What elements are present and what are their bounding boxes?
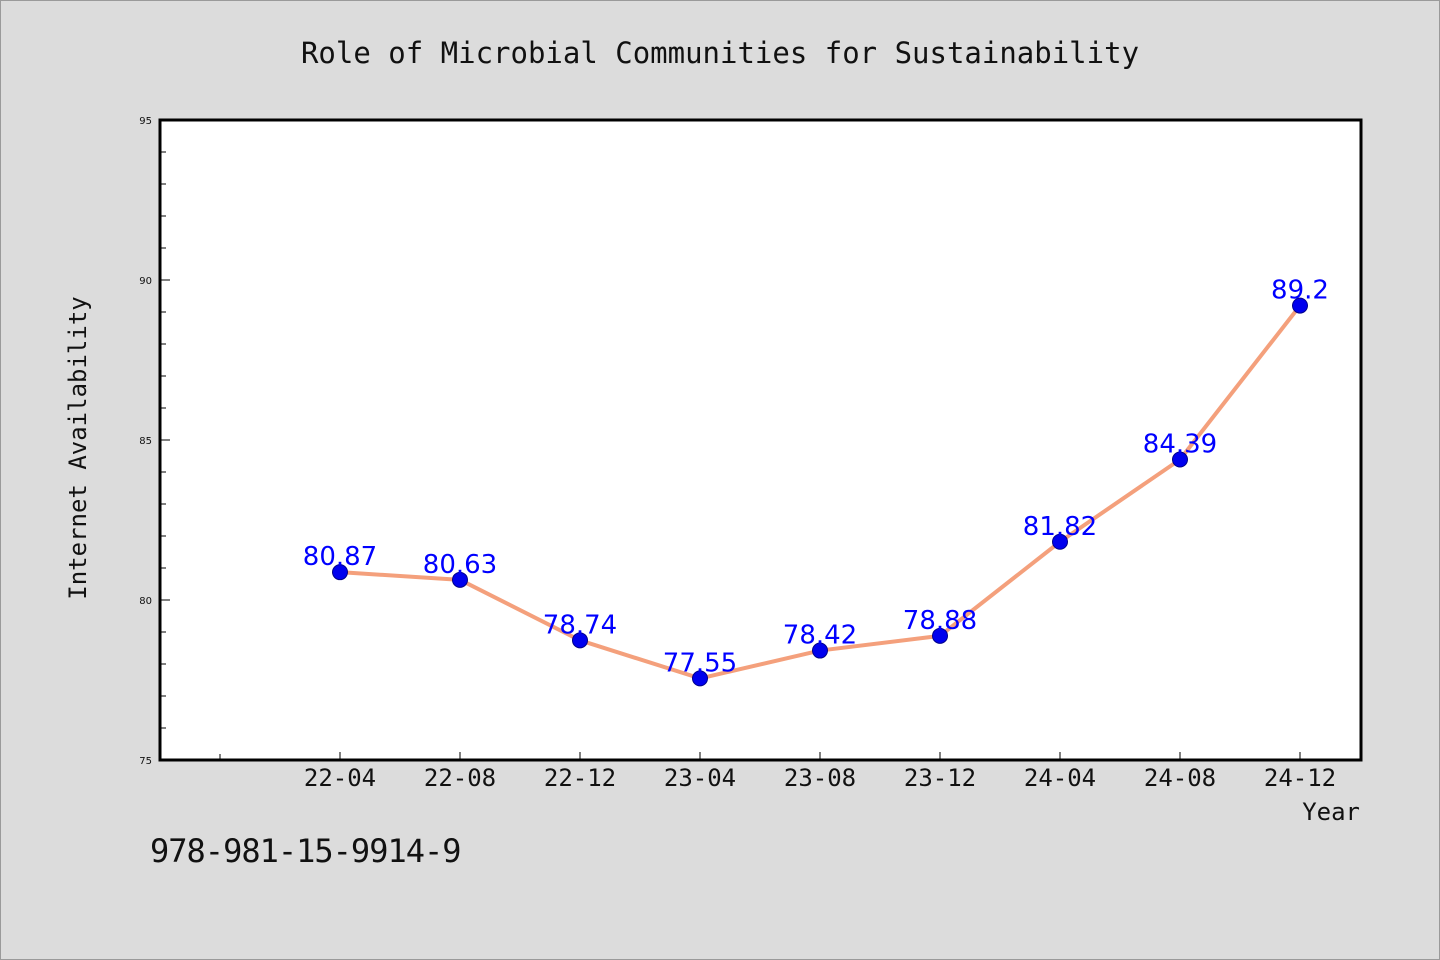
x-tick-label: 22-04 xyxy=(304,764,376,792)
x-tick-label: 24-12 xyxy=(1264,764,1336,792)
x-tick-label: 23-08 xyxy=(784,764,856,792)
y-tick-label: 95 xyxy=(139,116,152,127)
x-axis: 22-04 22-08 22-12 23-04 23-08 23-12 24-04 24-08… xyxy=(219,752,1336,792)
data-point xyxy=(1292,297,1308,314)
data-point xyxy=(452,571,468,588)
data-label: 77.55 xyxy=(663,648,737,678)
data-label: 80.63 xyxy=(423,550,497,580)
x-tick-label: 24-04 xyxy=(1024,764,1096,792)
chart-title: Role of Microbial Communities for Sustai… xyxy=(301,36,1139,70)
x-tick-label: 23-04 xyxy=(664,764,736,792)
data-labels: 80.87 80.63 78.74 77.55 78.42 78.88 81.82 84.39… xyxy=(303,276,1329,679)
y-tick-label: 85 xyxy=(139,436,152,447)
data-point xyxy=(932,627,948,644)
x-tick-label: 22-12 xyxy=(544,764,616,792)
data-point xyxy=(812,642,828,659)
data-point xyxy=(1172,451,1188,468)
data-point xyxy=(692,670,708,687)
x-tick-label: 22-08 xyxy=(424,764,496,792)
data-point xyxy=(1052,533,1068,550)
data-label: 78.42 xyxy=(783,621,857,651)
x-tick-label: 24-08 xyxy=(1144,764,1216,792)
series-markers xyxy=(332,297,1308,687)
y-axis-label: Internet Availability xyxy=(64,296,92,599)
y-axis: 75 80 85 90 95 xyxy=(139,116,170,767)
y-tick-label: 90 xyxy=(139,276,152,287)
plot-area xyxy=(158,118,1363,762)
x-tick-label: 23-12 xyxy=(904,764,976,792)
footer-code: 978-981-15-9914-9 xyxy=(150,832,462,870)
data-label: 80.87 xyxy=(303,542,377,572)
y-tick-label: 80 xyxy=(139,596,152,607)
data-point xyxy=(572,632,588,649)
data-label: 78.74 xyxy=(543,610,617,640)
data-label: 84.39 xyxy=(1143,430,1217,460)
y-tick-label: 75 xyxy=(139,756,152,767)
data-point xyxy=(332,564,348,581)
x-axis-label: Year xyxy=(1302,798,1360,826)
data-label: 78.88 xyxy=(903,606,977,636)
data-label: 89.2 xyxy=(1271,276,1329,306)
data-label: 81.82 xyxy=(1023,512,1097,542)
